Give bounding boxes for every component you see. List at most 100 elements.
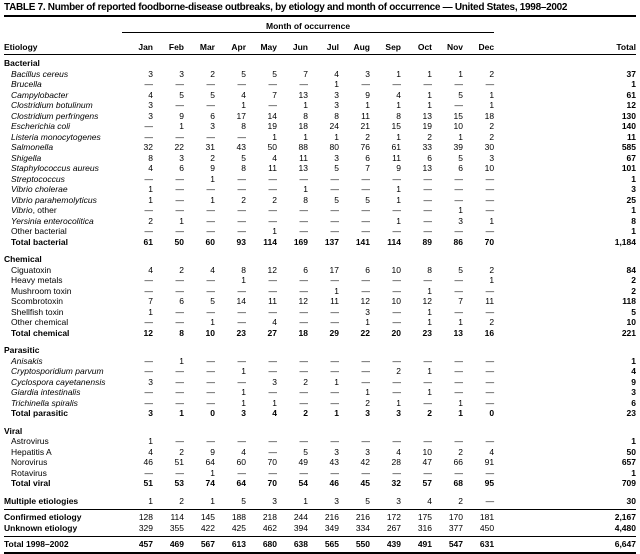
month-cell: — [361,376,371,387]
month-cell: 4 [272,317,277,327]
month-cell: 2 [489,264,495,275]
month-cell: — [175,366,185,376]
table-row: Hepatitis A 4 2 9 4 — 5 3 3 4 10 2 4 50 [4,447,636,458]
etiology-label: Anisakis [11,355,43,366]
month-cell: 32 [143,142,153,152]
table-row: Other chemical — — 1 — 4 — — 1 — 1 1 2 10 [4,317,636,328]
month-column-header: Mar [184,32,215,55]
total-cell: 10 [626,317,636,327]
table-row: Mushroom toxin — — — — — — 1 — — 1 — — 2 [4,286,636,297]
month-cell: 13 [422,110,432,121]
etiology-label: Rotavirus [11,467,47,478]
month-cell: 12 [143,327,153,338]
month-cell: — [361,436,371,446]
table-row: Norovirus 46 51 64 60 70 49 43 42 28 47 66 91 657 [4,457,636,468]
month-cell: 0 [210,408,215,418]
month-cell: 29 [329,327,339,338]
month-cell: 1 [396,184,401,194]
month-cell: 1 [458,317,463,327]
month-cell: 218 [246,509,277,523]
month-cell: 8 [303,194,308,205]
month-cell: 9 [396,163,401,173]
month-cell: 1 [427,317,432,327]
month-cell: — [454,467,464,478]
month-cell: 43 [329,457,339,467]
etiology-label: Cyclospora cayetanensis [11,376,106,387]
month-cell: 23 [236,327,246,338]
month-cell: 43 [236,142,246,152]
table-body: Bacterial Bacillus cereus 3 3 2 5 5 7 4 3 1 1 1 2 37 Br… [4,55,636,554]
table-row: Rotavirus — — 1 — — — — — — — — — 1 [4,468,636,479]
month-cell: — [268,205,278,215]
month-cell: 9 [210,446,215,457]
month-cell: 469 [153,536,184,554]
month-cell: — [423,184,433,194]
total-cell: 1 [631,467,636,478]
month-column-header: Sep [370,32,401,55]
month-cell: 565 [308,536,339,554]
month-cell: — [237,376,247,387]
month-cell: 462 [262,522,277,533]
month-cell: — [330,397,340,408]
month-cell: — [485,467,495,478]
table-row: Other bacterial — — — — 1 — — — — — — — 1 [4,226,636,237]
month-cell: 5 [210,296,215,306]
month-cell: 9 [210,163,215,173]
etiology-label: Shigella [11,152,42,163]
month-cell: — [144,317,154,327]
month-cell: 50 [267,142,277,152]
month-cell: 2 [489,68,495,79]
table-row: Giardia intestinalis — — — 1 — — — 1 — 1 — — 3 [4,387,636,398]
etiology-label: Total viral [11,478,51,488]
month-cell: 1 [396,131,401,142]
month-cell: — [454,100,464,110]
month-cell: — [423,194,433,205]
month-cell: 137 [324,236,339,247]
month-cell: 4 [427,495,432,506]
month-cell: 4 [489,446,495,457]
month-cell: 7 [272,89,277,100]
total-cell: 585 [621,142,636,152]
month-cell: — [485,194,495,205]
month-cell: 1 [210,194,215,205]
month-cell: — [485,376,495,387]
month-cell: — [485,495,495,506]
month-cell: 93 [236,236,246,247]
month-cell: 3 [334,89,339,100]
month-cell: 70 [267,457,277,467]
total-cell: 1 [631,173,636,184]
etiology-label: Trichinella spiralis [11,397,78,408]
total-column-header: Total [494,32,636,55]
month-cell: 66 [453,457,463,467]
month-cell: 1 [489,275,495,285]
month-cell: 22 [174,142,184,152]
table-row: Trichinella spiralis — — — 1 1 — — 2 1 — 1 — 6 [4,398,636,409]
month-cell: — [206,226,216,236]
month-cell: 3 [365,306,370,317]
month-cell: — [485,205,495,215]
month-cell: 1 [334,285,339,296]
month-cell: 3 [334,446,339,457]
month-cell: — [330,205,340,215]
month-cell: — [237,131,247,142]
month-cell: 46 [329,478,339,488]
table-row: Shellfish toxin 1 — — — — — — 3 — 1 — — 5 [4,307,636,318]
month-cell: — [299,173,309,184]
month-cell: — [237,205,247,215]
month-cell: 216 [308,509,339,523]
month-cell: 51 [174,457,184,467]
month-cell: 2 [210,68,215,79]
total-cell: 1 [631,79,636,89]
month-cell: — [206,184,216,194]
month-cell: 14 [267,110,277,121]
total-cell: 2,167 [494,509,636,523]
month-cell: 6 [210,110,215,121]
month-cell: 114 [153,509,184,523]
month-cell: 1 [241,397,246,408]
table-row: Salmonella 32 22 31 43 50 88 80 76 61 33 39 30 585 [4,142,636,153]
month-cell: — [175,205,185,215]
total-cell: 1 [631,436,636,446]
month-cell: 32 [391,478,401,488]
month-cell: 1 [303,100,308,110]
month-cell: — [237,355,247,366]
